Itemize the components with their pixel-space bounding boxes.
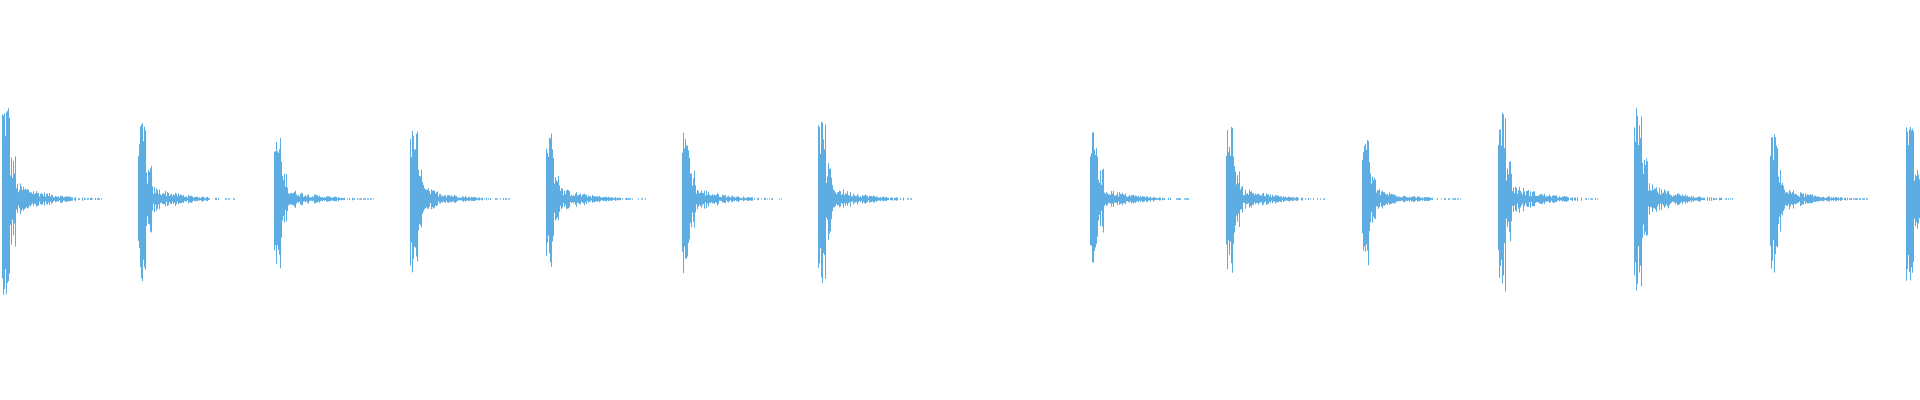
waveform-burst bbox=[818, 121, 912, 283]
waveform-burst bbox=[2, 108, 102, 295]
waveform-burst bbox=[1634, 108, 1733, 291]
waveform-burst bbox=[1226, 126, 1325, 273]
waveform-burst bbox=[1498, 112, 1598, 292]
waveform-burst bbox=[274, 138, 374, 269]
waveform-burst bbox=[1362, 140, 1461, 266]
waveform-burst bbox=[1090, 132, 1189, 263]
waveform-burst bbox=[1770, 134, 1868, 273]
waveform-burst bbox=[138, 123, 235, 282]
waveform-burst bbox=[682, 132, 782, 274]
waveform-burst bbox=[410, 131, 510, 273]
waveform-burst bbox=[1906, 127, 1920, 281]
waveform-burst bbox=[546, 133, 646, 267]
